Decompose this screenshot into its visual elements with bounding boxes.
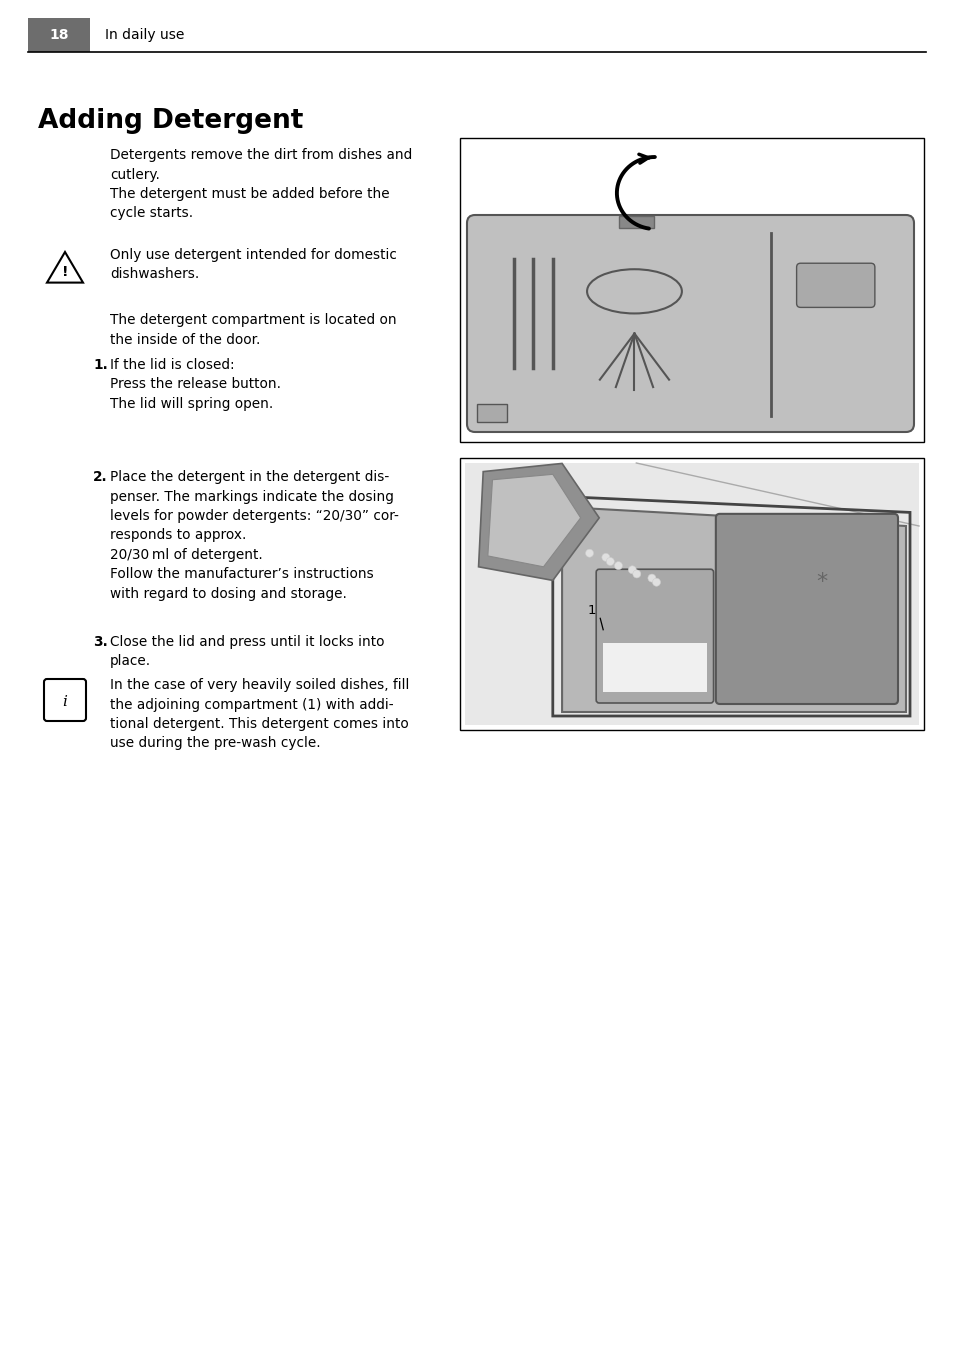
Polygon shape: [464, 462, 918, 725]
FancyBboxPatch shape: [715, 514, 897, 704]
Circle shape: [627, 565, 635, 573]
Circle shape: [647, 579, 656, 587]
Text: Adding Detergent: Adding Detergent: [38, 108, 303, 134]
Polygon shape: [487, 475, 580, 566]
FancyBboxPatch shape: [467, 215, 913, 433]
Bar: [459, 138, 923, 442]
Bar: [459, 458, 923, 730]
Text: !: !: [62, 265, 69, 279]
Text: 2.: 2.: [92, 470, 108, 484]
Text: Place the detergent in the detergent dis-
penser. The markings indicate the dosi: Place the detergent in the detergent dis…: [110, 470, 398, 602]
Text: 18: 18: [50, 28, 69, 42]
Circle shape: [630, 571, 638, 577]
Circle shape: [636, 575, 644, 583]
Bar: [476, 404, 506, 422]
Text: 1.: 1.: [92, 358, 108, 372]
Text: Close the lid and press until it locks into
place.: Close the lid and press until it locks i…: [110, 635, 384, 668]
Text: 3.: 3.: [92, 635, 108, 649]
Text: In daily use: In daily use: [105, 28, 184, 42]
Polygon shape: [478, 464, 598, 580]
Text: *: *: [816, 572, 826, 592]
FancyBboxPatch shape: [796, 264, 874, 307]
Ellipse shape: [586, 269, 681, 314]
Text: In the case of very heavily soiled dishes, fill
the adjoining compartment (1) wi: In the case of very heavily soiled dishe…: [110, 677, 409, 750]
Bar: [618, 216, 653, 228]
Polygon shape: [561, 507, 905, 713]
Text: i: i: [63, 695, 68, 708]
FancyBboxPatch shape: [596, 569, 713, 703]
Text: Detergents remove the dirt from dishes and
cutlery.
The detergent must be added : Detergents remove the dirt from dishes a…: [110, 147, 412, 220]
Circle shape: [618, 561, 626, 569]
Bar: [602, 642, 706, 692]
Circle shape: [597, 553, 604, 561]
Circle shape: [604, 557, 613, 565]
Bar: [28, 18, 90, 51]
Circle shape: [594, 549, 601, 557]
Text: Only use detergent intended for domestic
dishwashers.: Only use detergent intended for domestic…: [110, 247, 396, 281]
Text: The detergent compartment is located on
the inside of the door.: The detergent compartment is located on …: [110, 314, 396, 346]
Text: If the lid is closed:
Press the release button.
The lid will spring open.: If the lid is closed: Press the release …: [110, 358, 281, 411]
Text: 1: 1: [587, 604, 596, 617]
